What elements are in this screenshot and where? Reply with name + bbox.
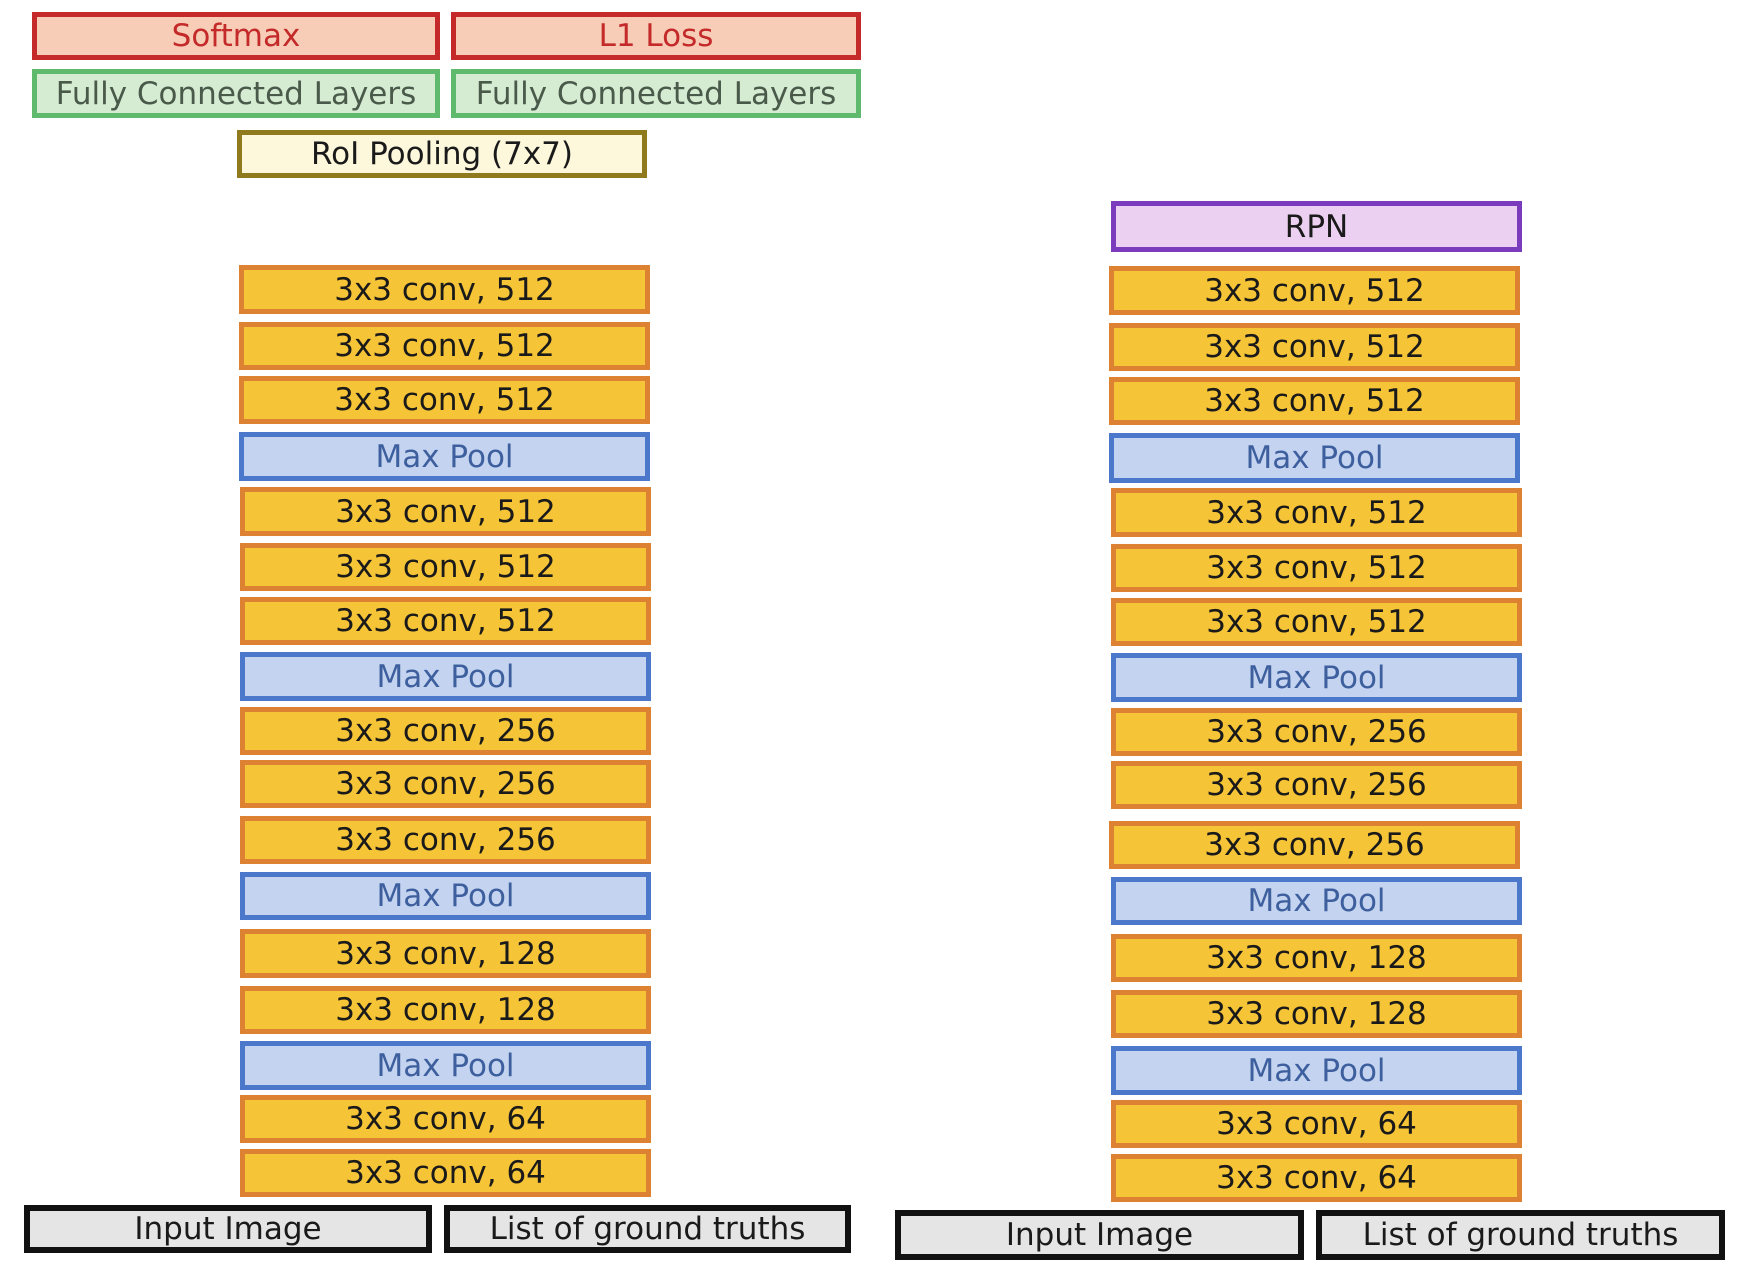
right-layer-16: 3x3 conv, 64 (1111, 1100, 1522, 1148)
left-input-image: Input Image (24, 1205, 432, 1253)
right-layer-5: 3x3 conv, 512 (1111, 488, 1522, 537)
left-layer-14: 3x3 conv, 128 (240, 986, 651, 1034)
left-layer-10: 3x3 conv, 256 (240, 760, 651, 808)
right-layer-9: 3x3 conv, 256 (1111, 708, 1522, 756)
left-layer-6: 3x3 conv, 512 (240, 543, 651, 591)
right-layer-3: 3x3 conv, 512 (1109, 377, 1520, 425)
left-layer-7: 3x3 conv, 512 (240, 597, 651, 645)
left-layer-5: 3x3 conv, 512 (240, 487, 651, 536)
left-layer-1: 3x3 conv, 512 (239, 265, 650, 314)
rpn-block: RPN (1111, 201, 1522, 252)
fully-connected-block-regression: Fully Connected Layers (451, 69, 861, 118)
softmax-block: Softmax (32, 12, 440, 60)
right-layer-6: 3x3 conv, 512 (1111, 544, 1522, 592)
left-layer-17: 3x3 conv, 64 (240, 1149, 651, 1197)
left-ground-truths: List of ground truths (444, 1205, 851, 1253)
right-layer-4: Max Pool (1109, 433, 1520, 483)
left-layer-8: Max Pool (240, 652, 651, 701)
right-layer-17: 3x3 conv, 64 (1111, 1154, 1522, 1202)
left-layer-12: Max Pool (240, 872, 651, 920)
left-layer-13: 3x3 conv, 128 (240, 929, 651, 978)
left-layer-16: 3x3 conv, 64 (240, 1095, 651, 1143)
right-layer-13: 3x3 conv, 128 (1111, 934, 1522, 982)
fully-connected-block-classification: Fully Connected Layers (32, 69, 440, 118)
left-layer-2: 3x3 conv, 512 (239, 322, 650, 370)
right-ground-truths: List of ground truths (1316, 1210, 1725, 1260)
right-layer-8: Max Pool (1111, 653, 1522, 702)
right-input-image: Input Image (895, 1210, 1304, 1260)
right-layer-15: Max Pool (1111, 1046, 1522, 1095)
left-layer-4: Max Pool (239, 432, 650, 481)
roi-pooling-block: RoI Pooling (7x7) (237, 130, 647, 178)
right-layer-1: 3x3 conv, 512 (1109, 266, 1520, 315)
right-layer-2: 3x3 conv, 512 (1109, 323, 1520, 371)
right-layer-14: 3x3 conv, 128 (1111, 990, 1522, 1038)
right-layer-11: 3x3 conv, 256 (1109, 821, 1520, 869)
left-layer-11: 3x3 conv, 256 (240, 816, 651, 864)
left-layer-3: 3x3 conv, 512 (239, 376, 650, 424)
l1-loss-block: L1 Loss (451, 12, 861, 60)
right-layer-10: 3x3 conv, 256 (1111, 761, 1522, 809)
left-layer-15: Max Pool (240, 1041, 651, 1090)
right-layer-7: 3x3 conv, 512 (1111, 598, 1522, 646)
right-layer-12: Max Pool (1111, 877, 1522, 925)
left-layer-9: 3x3 conv, 256 (240, 707, 651, 755)
